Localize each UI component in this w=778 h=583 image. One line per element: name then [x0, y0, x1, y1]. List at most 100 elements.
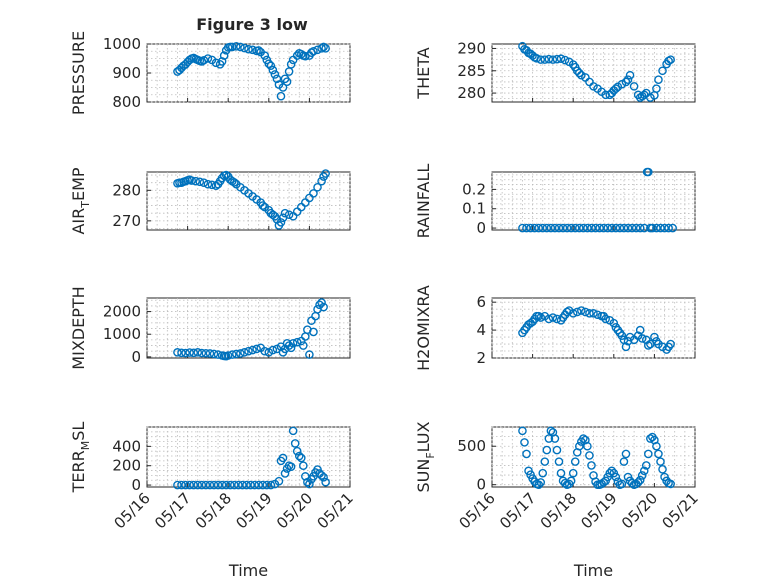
data-point	[619, 457, 629, 466]
data-point	[542, 445, 552, 455]
data-point	[579, 434, 588, 443]
data-point	[560, 55, 570, 65]
data-point	[593, 310, 602, 320]
subplot-mixdepth: 0 1000 2000 MIXDEPTH	[69, 286, 351, 370]
data-point	[197, 348, 207, 358]
data-point	[309, 327, 318, 337]
data-point	[173, 480, 182, 490]
data-point	[191, 176, 201, 186]
data-point	[644, 449, 653, 459]
data-point	[227, 42, 237, 52]
data-point	[268, 65, 278, 75]
data-point	[313, 182, 322, 192]
x-tick-label: 05/21	[659, 489, 702, 532]
data-point	[181, 348, 190, 358]
data-point	[530, 223, 539, 233]
data-point	[288, 338, 298, 348]
data-point	[278, 83, 288, 92]
x-tick-label: 05/16	[456, 489, 499, 532]
data-point	[296, 49, 306, 59]
data-point	[554, 223, 564, 233]
x-axis-title: Time	[228, 561, 268, 580]
data-point	[254, 46, 263, 55]
data-point	[286, 343, 296, 353]
data-point	[258, 201, 268, 210]
y-tick-label: 1000	[103, 325, 141, 343]
data-point	[668, 223, 677, 233]
data-point	[536, 55, 546, 64]
data-point	[570, 457, 580, 466]
data-point	[242, 480, 251, 490]
data-point	[532, 53, 541, 63]
data-point	[666, 55, 675, 64]
data-point	[209, 480, 219, 490]
data-point	[664, 223, 673, 233]
data-point	[599, 478, 608, 487]
data-point	[193, 480, 203, 490]
data-point	[585, 309, 594, 318]
data-point	[570, 223, 580, 233]
data-point	[236, 349, 245, 358]
data-point	[282, 77, 292, 86]
data-point	[534, 480, 543, 489]
data-point	[644, 341, 653, 350]
data-point	[621, 342, 631, 352]
data-point	[648, 223, 657, 233]
y-tick-label: 1000	[103, 35, 141, 53]
data-point	[619, 223, 629, 233]
data-point	[518, 223, 527, 233]
data-point	[637, 471, 647, 480]
data-point	[205, 349, 215, 358]
data-point	[286, 60, 296, 69]
data-point	[633, 478, 643, 487]
x-axis-title: Time	[573, 561, 613, 580]
data-point	[585, 451, 594, 460]
data-point	[637, 334, 647, 343]
data-point	[296, 453, 306, 463]
data-point	[538, 223, 548, 233]
data-point	[213, 480, 223, 490]
data-point	[583, 223, 592, 233]
data-point	[276, 218, 286, 227]
data-point	[254, 480, 263, 490]
data-point	[617, 479, 627, 489]
subplot-h2omixra: 2 4 6 H2OMIXRA	[414, 285, 696, 371]
data-point	[568, 468, 578, 478]
data-point	[272, 74, 282, 84]
data-point	[276, 91, 286, 101]
data-point	[607, 223, 617, 233]
subplot-air_temp: 270 280 AIRTEMP	[69, 167, 351, 235]
plot-area	[491, 297, 696, 359]
data-point	[305, 350, 314, 359]
data-point	[203, 54, 213, 63]
data-point	[299, 461, 308, 471]
data-point	[552, 445, 562, 455]
data-point	[550, 223, 560, 233]
y-tick-label: 285	[457, 62, 486, 80]
data-point	[621, 77, 631, 87]
data-point	[201, 480, 211, 490]
data-point	[319, 42, 328, 52]
data-point	[299, 341, 308, 350]
y-tick-label: 0.1	[462, 200, 486, 218]
data-point	[187, 176, 196, 185]
data-point	[546, 426, 556, 436]
y-axis-title: MIXDEPTH	[69, 286, 88, 369]
data-point	[260, 51, 270, 60]
data-point	[278, 453, 288, 463]
data-point	[552, 54, 562, 64]
data-point	[599, 223, 608, 233]
subplot-pressure: 800 900 1000 PRESSURE	[69, 31, 351, 115]
y-tick-label: 290	[457, 39, 486, 57]
data-point	[650, 332, 659, 342]
data-point	[540, 55, 550, 64]
data-point	[666, 339, 675, 349]
data-point	[552, 314, 562, 324]
data-point	[656, 223, 665, 233]
data-point	[266, 480, 276, 490]
data-point	[213, 350, 223, 359]
data-point	[294, 451, 304, 461]
data-point	[181, 480, 190, 490]
data-point	[652, 84, 661, 93]
data-point	[199, 55, 209, 65]
